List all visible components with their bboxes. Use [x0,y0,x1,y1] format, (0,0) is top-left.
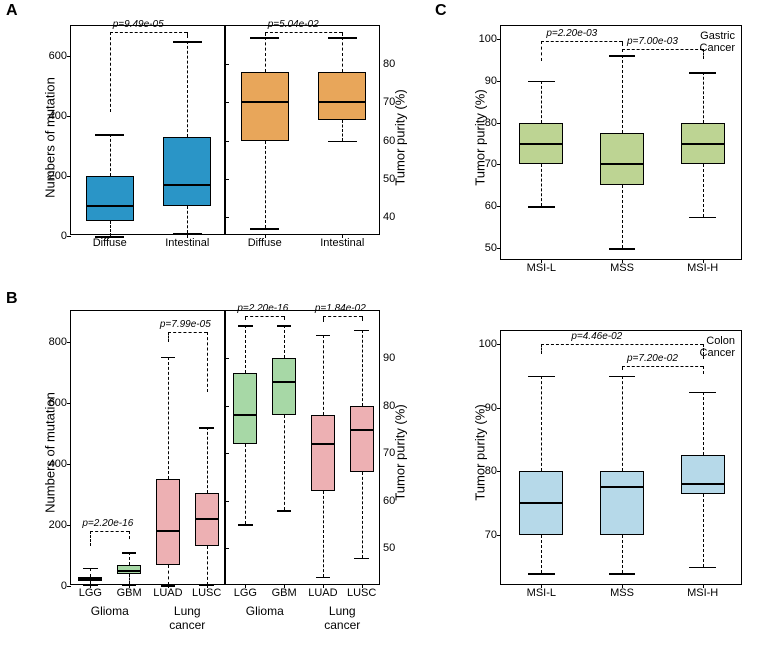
p-value: p=7.00e-03 [627,36,678,47]
group-label: Glioma [246,604,284,618]
box [600,471,644,535]
panel-c-bottom: 708090100MSI-LMSSMSI-Hp=4.46e-02p=7.20e-… [500,330,742,585]
p-value: p=2.20e-16 [237,303,288,314]
panel-b-left: 0200400600800LGGGBMLUADLUSCp=2.20e-16p=7… [70,310,225,585]
corner-label: GastricCancer [700,30,735,54]
panel-a-label: A [6,2,18,20]
box [681,455,725,493]
box [350,406,374,472]
panel-a-left-ylabel: Numbers of mutation [43,48,58,228]
panel-b-right-ylabel: Tumor purity (%) [393,363,408,543]
box [272,358,296,415]
panel-a-left: 0200400600DiffuseIntestinalp=9.49e-05 [70,25,225,235]
box [163,137,211,206]
group-label: Lung cancer [169,604,206,632]
p-value: p=2.20e-03 [546,28,597,39]
box [311,415,335,491]
p-value: p=1.84e-02 [315,303,366,314]
figure: A Numbers of mutation 0200400600DiffuseI… [0,0,760,668]
box [156,479,180,565]
box [600,133,644,185]
group-label: Glioma [91,604,129,618]
group-label: Lung cancer [324,604,361,632]
panel-a-right-ylabel: Tumor purity (%) [393,48,408,228]
p-value: p=7.20e-02 [627,353,678,364]
panel-b-label: B [6,290,18,308]
box [86,176,134,221]
panel-b-left-ylabel: Numbers of mutation [43,363,58,543]
panel-c-bottom-ylabel: Tumor purity (%) [473,363,488,543]
p-value: p=4.46e-02 [571,331,622,342]
box [241,72,289,141]
panel-c-label: C [435,2,447,20]
p-value: p=7.99e-05 [160,319,211,330]
p-value: p=9.49e-05 [113,19,164,30]
panel-b-right: 5060708090LGGGBMLUADLUSCp=2.20e-16p=1.84… [225,310,380,585]
panel-a-right: 4050607080DiffuseIntestinalp=5.04e-02 [225,25,380,235]
corner-label: ColonCancer [700,335,735,359]
p-value: p=2.20e-16 [82,518,133,529]
box [318,72,366,120]
axis-tick: 50 [379,542,395,554]
box [233,373,257,444]
p-value: p=5.04e-02 [268,19,319,30]
panel-c-top: 5060708090100MSI-LMSSMSI-Hp=2.20e-03p=7.… [500,25,742,260]
